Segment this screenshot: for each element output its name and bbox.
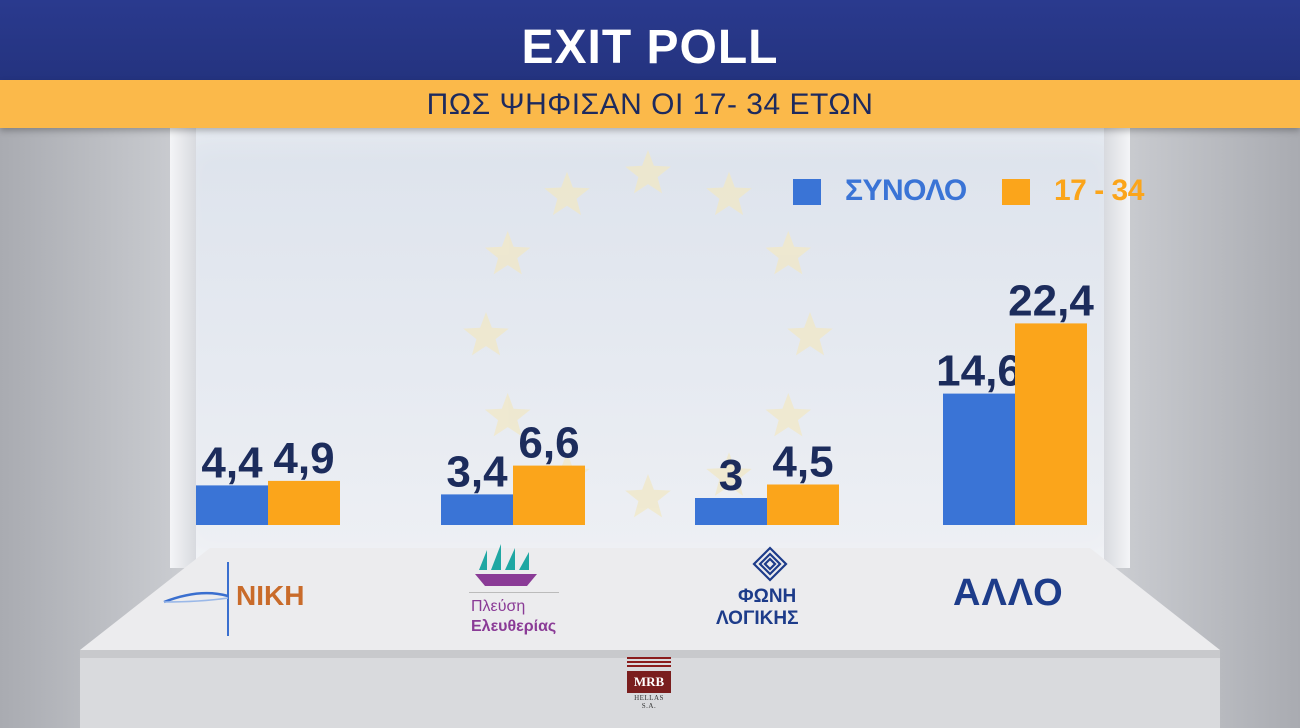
logo-plefsi-line1: Πλεύση	[471, 598, 526, 615]
logo-foni-line1: ΦΩΝΗ	[738, 586, 797, 607]
logo-foni-line2: ΛΟΓΙΚΗΣ	[716, 608, 799, 629]
data-label-young-0: 4,9	[273, 434, 334, 483]
mrb-logo: MRB HELLAS S.A.	[626, 657, 672, 710]
bar-young-1	[513, 465, 585, 525]
logo-allo-text: ΑΛΛΟ	[953, 572, 1064, 614]
mrb-logo-name: MRB	[627, 671, 671, 693]
page-subtitle: ΠΩΣ ΨΗΦΙΣΑΝ ΟΙ 17- 34 ΕΤΩΝ	[426, 88, 874, 121]
bar-young-2	[767, 484, 839, 525]
right-pillar	[1104, 128, 1130, 568]
eu-star-icon	[463, 312, 509, 356]
sailing-ship-icon	[475, 544, 537, 586]
eu-star-icon	[706, 171, 752, 216]
legend-swatch-total	[793, 179, 821, 205]
niki-turbine-icon	[163, 562, 229, 636]
page-title: EXIT POLL	[521, 21, 779, 74]
eu-star-icon	[787, 312, 833, 356]
eu-star-icon	[625, 474, 671, 518]
legend-swatch-young	[1002, 179, 1030, 205]
bar-total-1	[441, 494, 513, 525]
diamond-pattern-icon	[752, 546, 788, 582]
mrb-stripes	[627, 657, 671, 669]
eu-star-icon	[765, 231, 812, 275]
legend-label-young: 17 - 34	[1054, 174, 1144, 207]
header-bar: EXIT POLL	[0, 0, 1300, 80]
left-pillar	[170, 128, 196, 568]
eu-star-icon	[765, 393, 812, 437]
bar-total-3	[943, 393, 1015, 525]
data-label-young-3: 22,4	[1008, 276, 1094, 325]
data-label-total-3: 14,6	[936, 347, 1022, 396]
logo-niki-text: ΝΙΚΗ	[236, 580, 305, 611]
logo-plefsi-divider	[469, 592, 559, 593]
logo-niki: ΝΙΚΗ	[160, 558, 330, 638]
bar-young-0	[268, 480, 340, 525]
bar-total-0	[196, 485, 268, 525]
subheader-bar: ΠΩΣ ΨΗΦΙΣΑΝ ΟΙ 17- 34 ΕΤΩΝ	[0, 80, 1300, 128]
eu-star-icon	[706, 452, 752, 496]
eu-star-icon	[484, 231, 531, 275]
data-label-young-1: 6,6	[518, 419, 579, 468]
mrb-logo-sub: HELLAS S.A.	[634, 694, 664, 710]
data-label-total-0: 4,4	[201, 438, 263, 487]
logo-plefsi: Πλεύση Ελευθερίας	[465, 540, 575, 640]
eu-star-icon	[625, 150, 671, 194]
eu-star-icon	[544, 171, 590, 216]
bar-young-3	[1015, 323, 1087, 525]
logo-plefsi-line2: Ελευθερίας	[471, 618, 557, 635]
data-label-total-2: 3	[719, 451, 743, 500]
bar-total-2	[695, 498, 767, 525]
eu-star-icon	[484, 393, 531, 437]
legend-label-total: ΣΥΝΟΛΟ	[845, 174, 967, 207]
data-label-young-2: 4,5	[772, 438, 833, 487]
logo-foni-logikis: ΦΩΝΗ ΛΟΓΙΚΗΣ	[710, 546, 840, 636]
data-label-total-1: 3,4	[446, 447, 508, 496]
